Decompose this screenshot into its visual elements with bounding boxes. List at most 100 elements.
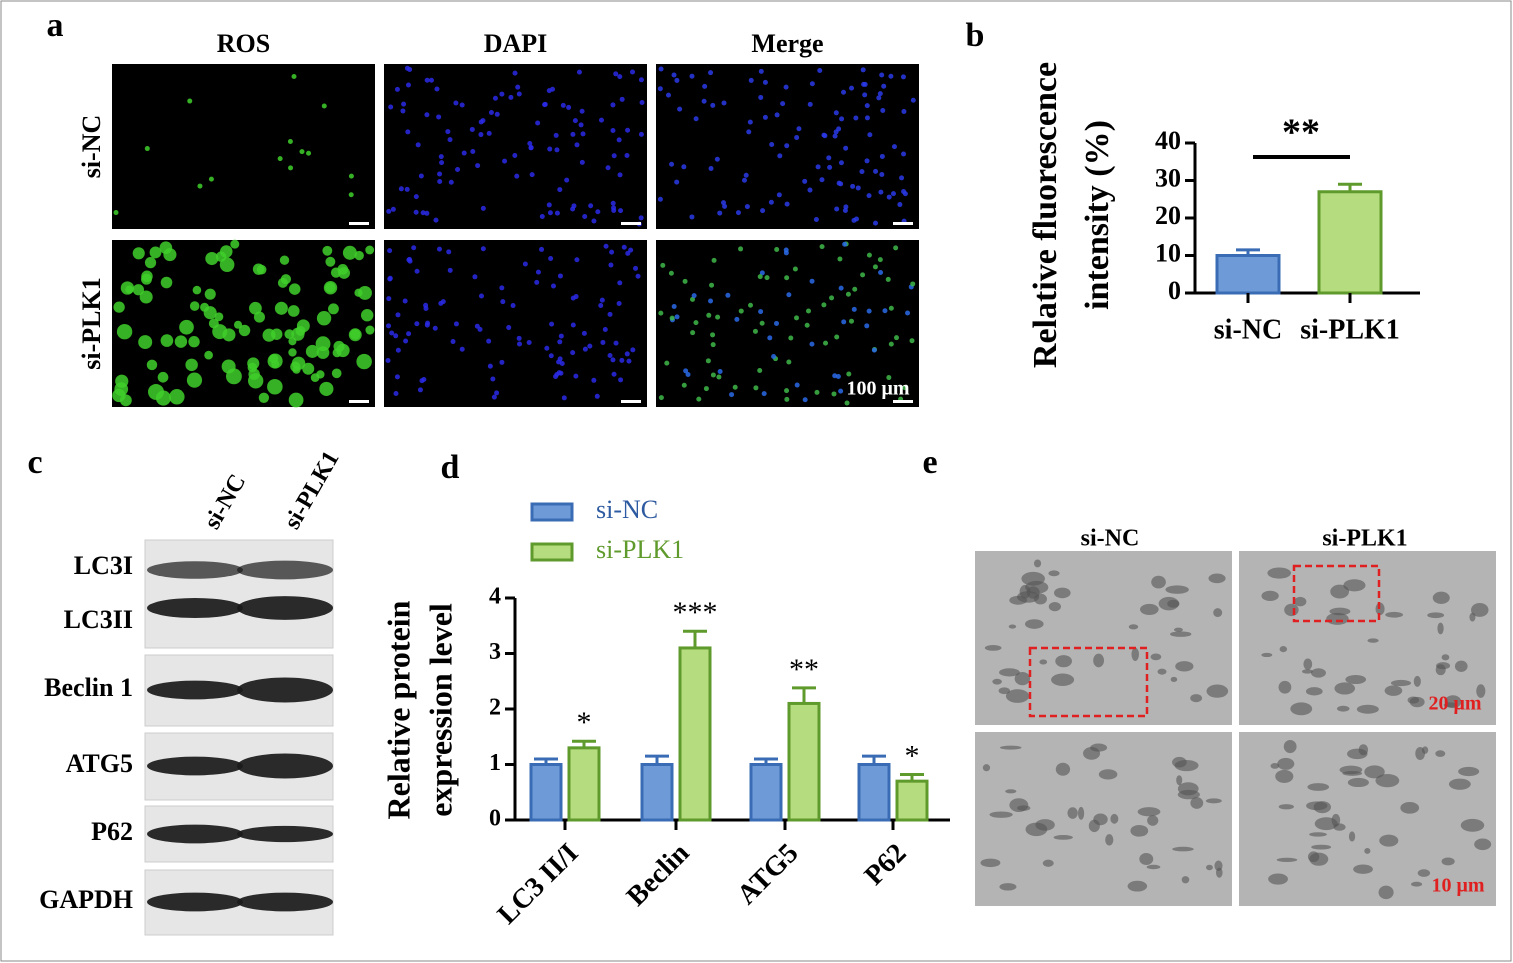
- organelle: [1042, 859, 1054, 867]
- cell: [746, 129, 752, 135]
- cell: [407, 66, 413, 72]
- cell: [780, 101, 786, 107]
- cell: [470, 148, 476, 154]
- cell: [395, 312, 401, 318]
- cell: [554, 210, 560, 216]
- cell: [405, 129, 411, 135]
- cell: [554, 147, 560, 153]
- cell: [113, 210, 119, 216]
- cell: [823, 340, 829, 346]
- cell: [132, 284, 145, 296]
- cell: [582, 346, 588, 352]
- organelle: [1454, 660, 1468, 672]
- cell: [450, 339, 456, 345]
- cell: [900, 74, 906, 80]
- cell: [548, 353, 554, 359]
- panel-label: b: [966, 17, 985, 54]
- cell: [578, 122, 584, 128]
- cell: [510, 303, 516, 309]
- row-label: si-PLK1: [77, 277, 106, 369]
- cell: [826, 155, 832, 161]
- organelle: [1277, 757, 1295, 770]
- cell: [827, 164, 833, 170]
- cell: [786, 359, 792, 365]
- cell: [455, 167, 461, 173]
- cell: [169, 389, 185, 405]
- organelle: [1348, 831, 1356, 842]
- cell: [288, 165, 294, 171]
- cell: [838, 285, 844, 291]
- organelle: [1294, 596, 1307, 607]
- cell: [752, 328, 758, 334]
- cell: [203, 306, 217, 320]
- cell: [788, 335, 794, 341]
- cell: [321, 103, 327, 109]
- cell: [625, 127, 631, 133]
- organelle: [1343, 579, 1366, 592]
- cell: [112, 388, 126, 403]
- cell: [222, 328, 236, 342]
- cell: [591, 377, 597, 383]
- cell: [664, 360, 670, 366]
- cell: [342, 245, 357, 260]
- cell: [424, 210, 430, 216]
- cell: [549, 321, 555, 327]
- cell: [291, 73, 297, 79]
- cell: [624, 351, 630, 357]
- cell: [546, 202, 552, 208]
- cell: [702, 83, 708, 89]
- cell: [608, 262, 614, 268]
- cell: [323, 281, 338, 295]
- cell: [535, 269, 541, 275]
- cell: [674, 179, 680, 185]
- organelle: [1176, 775, 1183, 786]
- organelle: [1067, 807, 1078, 819]
- cell: [230, 239, 240, 249]
- cell: [729, 392, 735, 398]
- panel-label: d: [441, 449, 460, 486]
- cell: [459, 102, 465, 108]
- organelle: [1157, 668, 1167, 675]
- organelle: [1278, 680, 1292, 694]
- cell: [447, 267, 453, 273]
- organelle: [989, 811, 1013, 818]
- cell: [192, 285, 202, 295]
- cell: [866, 308, 872, 314]
- cell: [669, 161, 675, 167]
- cell: [760, 208, 766, 214]
- cell: [890, 191, 896, 197]
- cell: [850, 183, 856, 189]
- micrograph: [112, 64, 375, 229]
- cell: [291, 327, 305, 341]
- cell: [486, 338, 492, 344]
- cell: [843, 145, 849, 151]
- cell: [446, 249, 452, 255]
- cell: [558, 333, 564, 339]
- cell: [757, 274, 763, 280]
- column-label: si-PLK1: [1322, 526, 1407, 552]
- cell: [146, 359, 158, 371]
- cell: [478, 293, 484, 299]
- cell: [573, 373, 579, 379]
- cell: [539, 246, 545, 252]
- organelle: [999, 745, 1022, 750]
- cell: [529, 172, 535, 178]
- cell: [864, 323, 870, 329]
- cell: [502, 158, 508, 164]
- cell: [657, 196, 663, 202]
- organelle: [1427, 612, 1445, 619]
- cell: [561, 395, 567, 401]
- cell: [716, 374, 722, 380]
- cell: [774, 112, 780, 118]
- cell: [630, 347, 636, 353]
- cell: [221, 359, 236, 374]
- panel-label: a: [47, 7, 64, 44]
- cell: [205, 252, 219, 266]
- cell: [461, 150, 467, 156]
- cell: [639, 100, 645, 106]
- cell: [613, 71, 619, 77]
- y-tick-label: 0: [489, 806, 501, 832]
- scale-label: 10 μm: [1432, 875, 1485, 897]
- blot: [144, 539, 334, 649]
